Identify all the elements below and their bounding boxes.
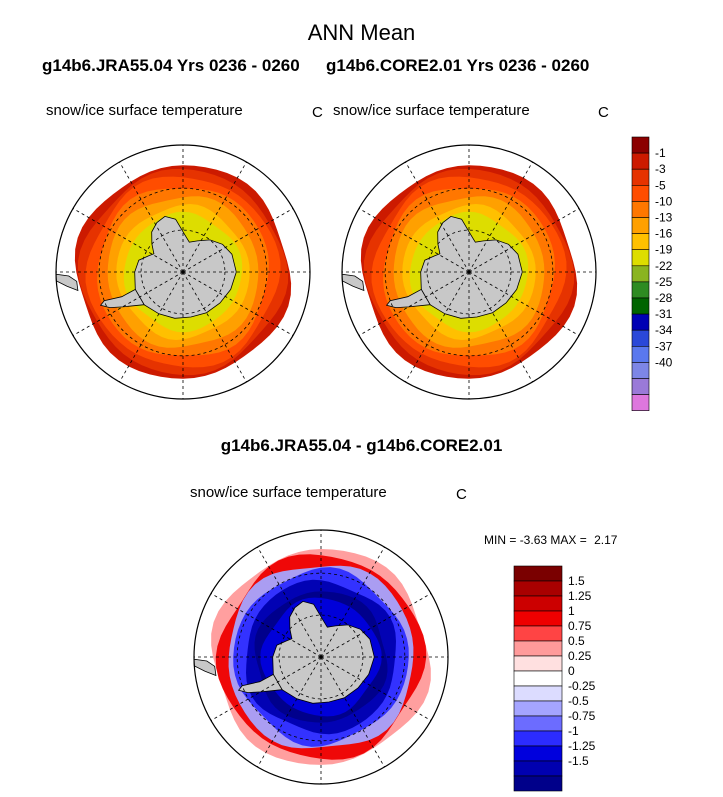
colorbar-swatch [513,745,563,762]
colorbar-swatch [513,715,563,732]
colorbar-tick-label: -22 [655,259,673,273]
colorbar-swatch [631,233,650,250]
colorbar-tick-label: -1 [655,146,666,160]
colorbar-tick-label: 1 [568,604,575,618]
colorbar-swatch [631,217,650,234]
max-value: 2.17 [594,533,618,547]
colorbar-tick-label: -1.25 [568,739,596,753]
colorbar-swatch [513,580,563,597]
colorbar-swatch [513,730,563,747]
colorbar-tick-label: -37 [655,339,673,353]
colorbar-tick-label: 0.5 [568,634,585,648]
colorbar-swatch [631,346,650,363]
colorbar-tick-label: -34 [655,323,673,337]
map-boundary [193,529,449,785]
panel-3-units: C [456,486,467,503]
graticule [342,145,596,399]
panel-1-variable: snow/ice surface temperature [46,102,243,119]
colorbar-tick-label: -16 [655,227,673,241]
colorbar-swatch [513,760,563,777]
colorbar-swatch [513,655,563,672]
case-title-right: g14b6.CORE2.01 Yrs 0236 - 0260 [326,56,590,75]
case-title-left: g14b6.JRA55.04 Yrs 0236 - 0260 [42,56,300,75]
colorbar-tick-label: -0.5 [568,694,589,708]
colorbar-swatch [513,775,563,792]
colorbar-swatch [513,670,563,687]
colorbar-swatch [631,281,650,299]
colorbar-swatch [513,595,563,612]
difference-title: g14b6.JRA55.04 - g14b6.CORE2.01 [220,436,503,455]
colorbar-swatch [513,610,563,627]
colorbar-swatch [631,378,650,395]
colorbar-tick-label: -10 [655,194,673,208]
colorbar-swatch [513,625,563,642]
figure-title: ANN Mean [307,20,416,45]
min-label: MIN = [484,533,517,547]
colorbar-tick-label: 1.25 [568,589,592,603]
colorbar-swatch [513,685,563,702]
antarctica-landmass [99,215,237,319]
map-panel-jra55 [55,144,311,400]
colorbar-tick-label: 0.25 [568,649,592,663]
colorbar-swatch [631,394,650,412]
colorbar-swatch [631,136,650,154]
colorbar-tick-label: -25 [655,275,673,289]
graticule [56,145,310,399]
colorbar-tick-label: -0.75 [568,709,596,723]
colorbar-tick-label: -5 [655,178,666,192]
colorbar-swatch [631,329,650,347]
map-panel-difference [193,529,449,785]
colorbar-tick-label: -28 [655,291,673,305]
panel-2-variable: snow/ice surface temperature [333,102,530,119]
colorbar-swatch [631,152,650,170]
map-boundary [55,144,311,400]
colorbar-swatch [631,297,650,315]
colorbar-tick-label: -13 [655,211,673,225]
colorbar-tick-label: -31 [655,307,673,321]
graticule [194,530,448,784]
antarctica-landmass [237,600,375,704]
colorbar-tick-label: -19 [655,243,673,257]
colorbar-swatch [631,201,650,218]
colorbar-swatch [631,362,650,379]
colorbar-tick-label: 0.75 [568,619,592,633]
colorbar-tick-label: -0.25 [568,679,596,693]
colorbar-tick-label: -1.5 [568,754,589,768]
colorbar-swatch [631,168,650,186]
colorbar-absolute: -1 -3 -5 -10 -13 -16 -19 -22 -25 -28 -31 -34 -37 -40 [631,136,673,412]
colorbar-swatch [513,640,563,657]
panel-2-units: C [598,104,609,121]
colorbar-tick-label: -1 [568,724,579,738]
colorbar-swatch [631,265,650,283]
colorbar-swatch [631,184,650,202]
map-panel-core2 [341,144,597,400]
colorbar-swatch [631,249,650,267]
colorbar-tick-label: -40 [655,355,673,369]
panel-3-variable: snow/ice surface temperature [190,484,387,501]
colorbar-swatch [513,565,563,582]
colorbar-tick-label: -3 [655,162,666,176]
panel-1-units: C [312,104,323,121]
colorbar-swatch [631,313,650,331]
max-label: MAX = [550,533,587,547]
colorbar-tick-label: 1.5 [568,574,585,588]
min-max-readout: MIN = -3.63 MAX = 2.17 [484,533,617,547]
colorbar-tick-label: 0 [568,664,575,678]
map-boundary [341,144,597,400]
colorbar-swatch [513,700,563,717]
antarctica-landmass [385,215,523,319]
colorbar-difference: 1.51.2510.750.50.250-0.25-0.5-0.75-1-1.2… [513,565,596,792]
min-value: -3.63 [519,533,548,547]
